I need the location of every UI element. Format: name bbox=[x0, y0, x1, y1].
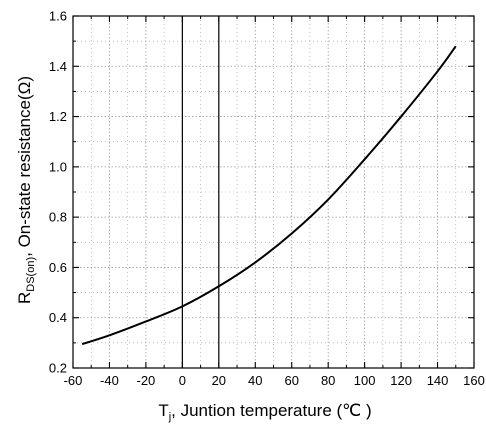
x-tick-label: 120 bbox=[390, 373, 412, 388]
y-tick-label: 1.2 bbox=[49, 109, 67, 124]
x-tick-label: 140 bbox=[427, 373, 449, 388]
reference-lines bbox=[181, 16, 220, 368]
x-tick-label: 40 bbox=[248, 373, 262, 388]
x-axis-text: , Juntion temperature (℃ ) bbox=[171, 401, 372, 420]
x-tick-label: 80 bbox=[321, 373, 335, 388]
x-axis-subscript: j bbox=[168, 411, 171, 423]
y-tick-label: 0.2 bbox=[49, 361, 67, 376]
y-tick-label: 1.0 bbox=[49, 159, 67, 174]
x-axis-symbol: T bbox=[158, 401, 168, 420]
ticks-layer bbox=[72, 15, 475, 369]
x-tick-label: 60 bbox=[284, 373, 298, 388]
x-tick-label: -60 bbox=[64, 373, 83, 388]
y-axis-text: , On-state resistance(Ω) bbox=[15, 76, 34, 257]
y-axis-label: RDS(on), On-state resistance(Ω) bbox=[15, 76, 37, 304]
y-tick-label: 0.4 bbox=[49, 310, 67, 325]
y-tick-label: 1.4 bbox=[49, 59, 67, 74]
x-axis-label: Tj, Juntion temperature (℃ ) bbox=[158, 401, 371, 423]
x-tick-label: 160 bbox=[463, 373, 485, 388]
rdson-curve bbox=[81, 45, 457, 346]
y-tick-label: 0.6 bbox=[49, 260, 67, 275]
x-tick-label: 20 bbox=[212, 373, 226, 388]
x-tick-label: -40 bbox=[100, 373, 119, 388]
series-layer bbox=[81, 45, 457, 346]
y-axis-subscript: DS(on) bbox=[25, 257, 37, 292]
x-tick-label: 100 bbox=[354, 373, 376, 388]
y-tick-label: 1.6 bbox=[49, 9, 67, 24]
tick-labels: -60 -40 -20 0 20 40 60 80 100 120 140 160 0.2 0.4 0.6 0… bbox=[49, 9, 485, 389]
x-tick-label: 0 bbox=[179, 373, 186, 388]
y-axis-symbol: R bbox=[15, 292, 34, 304]
x-tick-label: -20 bbox=[137, 373, 156, 388]
grid-layer bbox=[73, 16, 474, 368]
y-tick-label: 0.8 bbox=[49, 210, 67, 225]
